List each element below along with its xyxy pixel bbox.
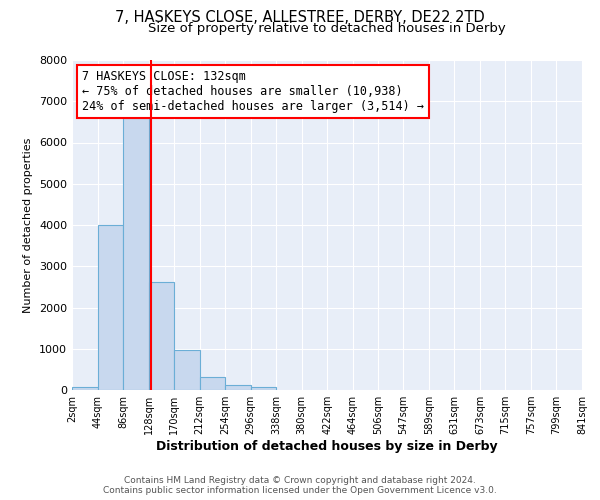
- Text: 7 HASKEYS CLOSE: 132sqm
← 75% of detached houses are smaller (10,938)
24% of sem: 7 HASKEYS CLOSE: 132sqm ← 75% of detache…: [82, 70, 424, 113]
- Title: Size of property relative to detached houses in Derby: Size of property relative to detached ho…: [148, 22, 506, 35]
- Bar: [225, 384, 251, 390]
- Bar: [251, 387, 276, 390]
- Y-axis label: Number of detached properties: Number of detached properties: [23, 138, 34, 312]
- Bar: [174, 350, 200, 390]
- Bar: [149, 282, 174, 390]
- Bar: [200, 377, 225, 390]
- Text: Contains HM Land Registry data © Crown copyright and database right 2024.
Contai: Contains HM Land Registry data © Crown c…: [103, 476, 497, 495]
- X-axis label: Distribution of detached houses by size in Derby: Distribution of detached houses by size …: [156, 440, 498, 453]
- Bar: [98, 225, 123, 390]
- Bar: [72, 387, 98, 390]
- Bar: [123, 118, 149, 390]
- Text: 7, HASKEYS CLOSE, ALLESTREE, DERBY, DE22 2TD: 7, HASKEYS CLOSE, ALLESTREE, DERBY, DE22…: [115, 10, 485, 25]
